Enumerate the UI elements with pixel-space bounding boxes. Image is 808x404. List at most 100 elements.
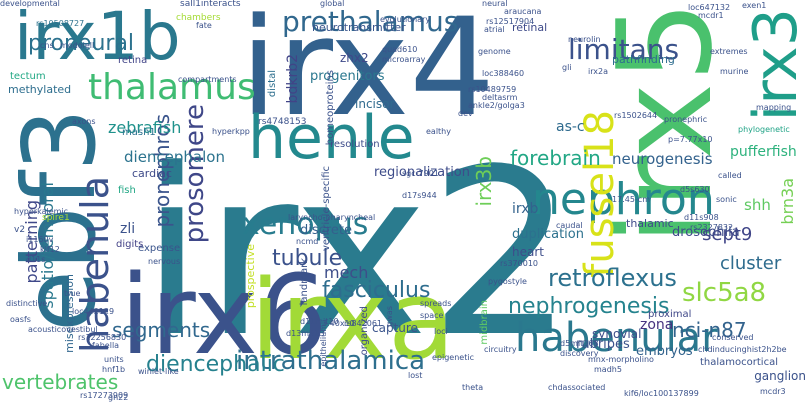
word-shh: shh <box>744 196 771 214</box>
word-atrial: atrial <box>484 25 505 34</box>
word-p-7-77x10: p=7.77x10 <box>668 135 713 144</box>
word-zhx2: zhx2 <box>340 51 369 65</box>
word-gn22: gn22 <box>108 393 129 402</box>
word-rs370010: rs370010 <box>500 259 538 268</box>
word-chambers: chambers <box>176 13 221 23</box>
word-tectum: tectum <box>10 71 46 82</box>
word-pygostyle: pygostyle <box>488 277 527 286</box>
word-pronephric: pronephric <box>664 115 708 124</box>
word-gli: gli <box>562 63 572 72</box>
word-thalamocortical: thalamocortical <box>700 357 778 368</box>
word-ncmd: ncmd <box>296 237 319 246</box>
word-oasfs: oasfs <box>10 315 31 324</box>
word-v2: v2 <box>14 225 26 235</box>
word-spire1: spire1 <box>42 213 70 223</box>
word-pathfinding: pathfinding <box>612 53 675 66</box>
word-theta: theta <box>462 383 484 392</box>
word-d5mit168: d5mit168 <box>560 339 599 348</box>
word-d11s: d11s <box>26 255 46 264</box>
word-proneural: proneural <box>28 31 135 56</box>
word-hnf1b: hnf1b <box>102 365 126 374</box>
word-17-45-cm: 17.45-cm <box>612 195 650 204</box>
word-sept9: sept9 <box>702 224 753 245</box>
word-fate: fate <box>196 21 212 30</box>
word-retina: retina <box>118 55 148 66</box>
word-modolell: modolell <box>60 41 95 50</box>
word-kif12: kif12 <box>40 245 60 254</box>
word-forebrain: forebrain <box>510 146 601 170</box>
word-vertebrates: vertebrates <box>2 370 119 394</box>
word-irx1b: irx1b <box>14 0 181 75</box>
word-conserved: conserved <box>712 333 754 342</box>
word-ankle2-golga3: ankle2/golga3 <box>468 101 525 110</box>
word-mnx-morpholino: mnx-morpholino <box>588 355 654 364</box>
word-rs12517904: rs12517904 <box>486 17 535 26</box>
word-microarray: microarray <box>382 55 426 64</box>
word-neurotransmitter: neurotransmitter <box>312 21 406 34</box>
word-space: space <box>420 311 444 320</box>
word-caudal: caudal <box>556 221 583 230</box>
word-irx3b: irx3b <box>472 156 496 207</box>
word-d11mit10: d11mit10 <box>300 317 339 326</box>
word-diencephalon: diencephalon <box>124 148 225 166</box>
word-duplication: duplication <box>512 227 584 242</box>
word-compartments: compartments <box>178 75 237 84</box>
word-quad610: quad610 <box>382 45 418 54</box>
word-midbrain: midbrain <box>479 300 490 345</box>
word-nervous: nervous <box>148 257 181 266</box>
word-zona: zona <box>640 317 674 333</box>
word-lost: lost <box>408 371 423 380</box>
word-capture: capture <box>372 321 418 335</box>
word-madh5: madh5 <box>594 365 622 374</box>
word-bdkrb2: bdkrb2 <box>285 54 301 104</box>
word-slc5a8: slc5a8 <box>682 278 767 308</box>
word-brn3a: brn3a <box>778 178 797 225</box>
word-resolution: resolution <box>330 139 380 150</box>
word-henle: henle <box>248 103 415 173</box>
word-prethalamus: prethalamus <box>282 5 459 38</box>
word-loc647132: loc647132 <box>688 3 731 12</box>
word-genome: genome <box>478 47 511 56</box>
word-rs12256830: rs12256830 <box>78 333 127 342</box>
word-chdinducinghist2h2be: chdinducinghist2h2be <box>698 345 787 354</box>
word-retroflexus: retroflexus <box>548 264 677 292</box>
word-xenopus: xenopus <box>242 207 369 242</box>
word-irx4: irx4 <box>240 0 496 146</box>
word-units: units <box>104 355 124 364</box>
word-araucana: araucana <box>504 7 542 16</box>
word-nephrogenesis: nephrogenesis <box>508 294 670 319</box>
word-methylated: methylated <box>8 83 72 96</box>
word-neural: neural <box>482 0 508 8</box>
word-deltasrm: deltasrm <box>482 93 518 102</box>
word-sonic: sonic <box>716 195 737 204</box>
word-digits: digits <box>116 239 144 250</box>
word-irxb: irxb <box>512 201 539 217</box>
word-loci: loci <box>434 327 448 336</box>
word-nci-n87: nci-n87 <box>672 318 747 342</box>
word-rs2327832: rs2327832 <box>690 223 734 232</box>
word-winlet-like: winlet-like <box>138 367 179 376</box>
word-evolutionary: evolutionary <box>380 15 431 24</box>
word-ealthy: ealthy <box>426 127 451 136</box>
word-d5s630: d5s630 <box>680 185 710 194</box>
word-heart: heart <box>512 245 544 259</box>
word-synovial: synovial <box>592 327 642 341</box>
word-as-c: as-c <box>556 119 585 135</box>
word-neurogenesis: neurogenesis <box>612 150 713 168</box>
word-rs10489759: rs10489759 <box>468 85 517 94</box>
word-global: global <box>320 0 345 8</box>
word-murine: murine <box>720 67 749 76</box>
word-mapping: mapping <box>756 103 792 112</box>
word-proximal: proximal <box>648 309 692 320</box>
word-fabella: fabella <box>92 341 120 350</box>
word-spreads: spreads <box>420 299 452 308</box>
word-gwas: gwas <box>385 306 394 327</box>
word-prospective: prospective <box>244 244 257 309</box>
word-laryncho-pharyncheal: laryncho-pharyncheal <box>288 213 376 222</box>
word-dev: dev <box>458 109 473 118</box>
word-d13mit13: d13mit13 <box>286 329 325 338</box>
word-acousticovestibul: acousticovestibul <box>28 325 98 334</box>
word-thalamic: thalamic <box>626 217 674 230</box>
word-circuitry: circuitry <box>484 345 517 354</box>
